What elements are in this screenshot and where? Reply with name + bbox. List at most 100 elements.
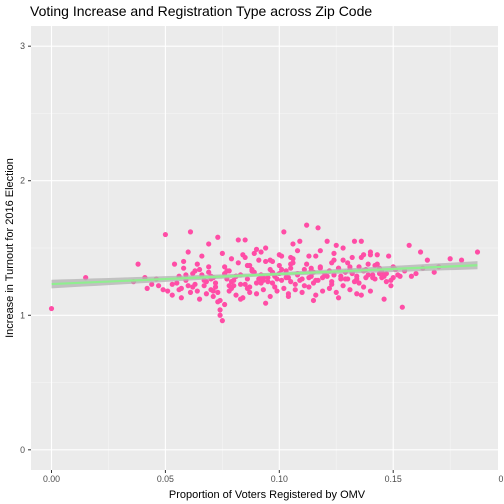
data-point <box>269 280 276 286</box>
data-point <box>162 231 169 238</box>
data-point <box>310 297 317 304</box>
data-point <box>192 281 198 287</box>
data-point <box>333 242 339 248</box>
points-layer <box>48 222 481 324</box>
axis-ticks <box>28 45 394 473</box>
data-point <box>206 264 212 270</box>
data-point <box>274 288 280 294</box>
data-point <box>215 289 221 295</box>
data-point <box>194 261 200 267</box>
y-tick-label: 2 <box>20 176 25 186</box>
data-point <box>290 256 296 262</box>
minor-gridlines <box>31 26 498 470</box>
data-point <box>242 237 248 243</box>
data-point <box>263 258 269 265</box>
data-point <box>237 296 244 302</box>
data-point <box>226 268 232 274</box>
data-point <box>374 252 380 258</box>
data-point <box>374 261 380 267</box>
data-point <box>335 295 342 301</box>
data-point <box>222 264 228 270</box>
data-point <box>244 262 251 269</box>
data-point <box>306 284 312 290</box>
data-point <box>258 249 264 255</box>
data-point <box>347 264 353 270</box>
data-point <box>406 242 412 248</box>
data-point <box>281 229 287 235</box>
data-point <box>417 249 424 255</box>
data-point <box>169 281 175 287</box>
data-point <box>299 289 305 295</box>
data-point <box>274 276 280 282</box>
data-point <box>203 291 210 297</box>
data-point <box>333 289 339 295</box>
data-point <box>206 269 212 275</box>
data-point <box>256 257 262 263</box>
data-point <box>228 256 235 262</box>
data-point <box>48 305 55 312</box>
x-axis-title: Proportion of Voters Registered by OMV <box>169 489 366 501</box>
data-point <box>171 261 178 267</box>
data-point <box>431 269 437 275</box>
data-point <box>399 304 405 310</box>
data-point <box>413 270 419 277</box>
data-point <box>196 266 203 273</box>
data-point <box>356 280 362 286</box>
data-point <box>342 276 348 282</box>
data-point <box>379 275 385 281</box>
data-point <box>260 277 266 283</box>
data-point <box>397 273 403 279</box>
data-point <box>317 265 323 271</box>
data-point <box>367 288 374 294</box>
data-point <box>292 281 298 287</box>
data-point <box>256 276 262 282</box>
data-point <box>474 249 481 255</box>
data-point <box>281 285 287 291</box>
data-point <box>370 275 376 281</box>
data-point <box>217 312 223 318</box>
data-point <box>351 238 358 244</box>
data-point <box>347 287 353 293</box>
x-tick-label: 0.00 <box>43 474 60 484</box>
data-point <box>340 245 346 251</box>
data-point <box>386 253 392 259</box>
data-point <box>272 284 278 290</box>
data-point <box>313 253 319 259</box>
data-point <box>190 270 196 277</box>
data-point <box>315 277 321 283</box>
data-point <box>360 252 367 258</box>
data-point <box>278 266 285 273</box>
data-point <box>290 260 296 266</box>
data-point <box>408 273 415 279</box>
data-point <box>196 296 203 302</box>
data-point <box>187 289 194 295</box>
data-point <box>308 265 314 271</box>
data-point <box>388 283 394 289</box>
x-tick-label: 0.10 <box>271 474 288 484</box>
data-point <box>149 281 155 287</box>
x-tick-label: 0.15 <box>385 474 402 484</box>
data-point <box>231 283 237 289</box>
data-point <box>185 249 191 255</box>
data-point <box>253 280 260 286</box>
data-point <box>365 272 371 278</box>
data-point <box>155 283 162 289</box>
data-point <box>358 238 364 244</box>
data-point <box>458 257 465 263</box>
data-point <box>181 265 187 271</box>
data-point <box>237 281 244 287</box>
data-point <box>292 287 298 293</box>
data-point <box>340 283 346 289</box>
data-point <box>263 245 269 251</box>
data-point <box>251 250 257 256</box>
data-point <box>285 293 292 300</box>
data-point <box>233 292 239 298</box>
data-point <box>235 260 241 266</box>
data-point <box>310 280 317 286</box>
data-point <box>194 288 200 294</box>
data-point <box>329 281 335 287</box>
y-tick-label: 1 <box>20 310 25 320</box>
data-point <box>217 307 223 313</box>
data-point <box>319 288 326 294</box>
x-tick-label: 0.20 <box>499 474 504 484</box>
